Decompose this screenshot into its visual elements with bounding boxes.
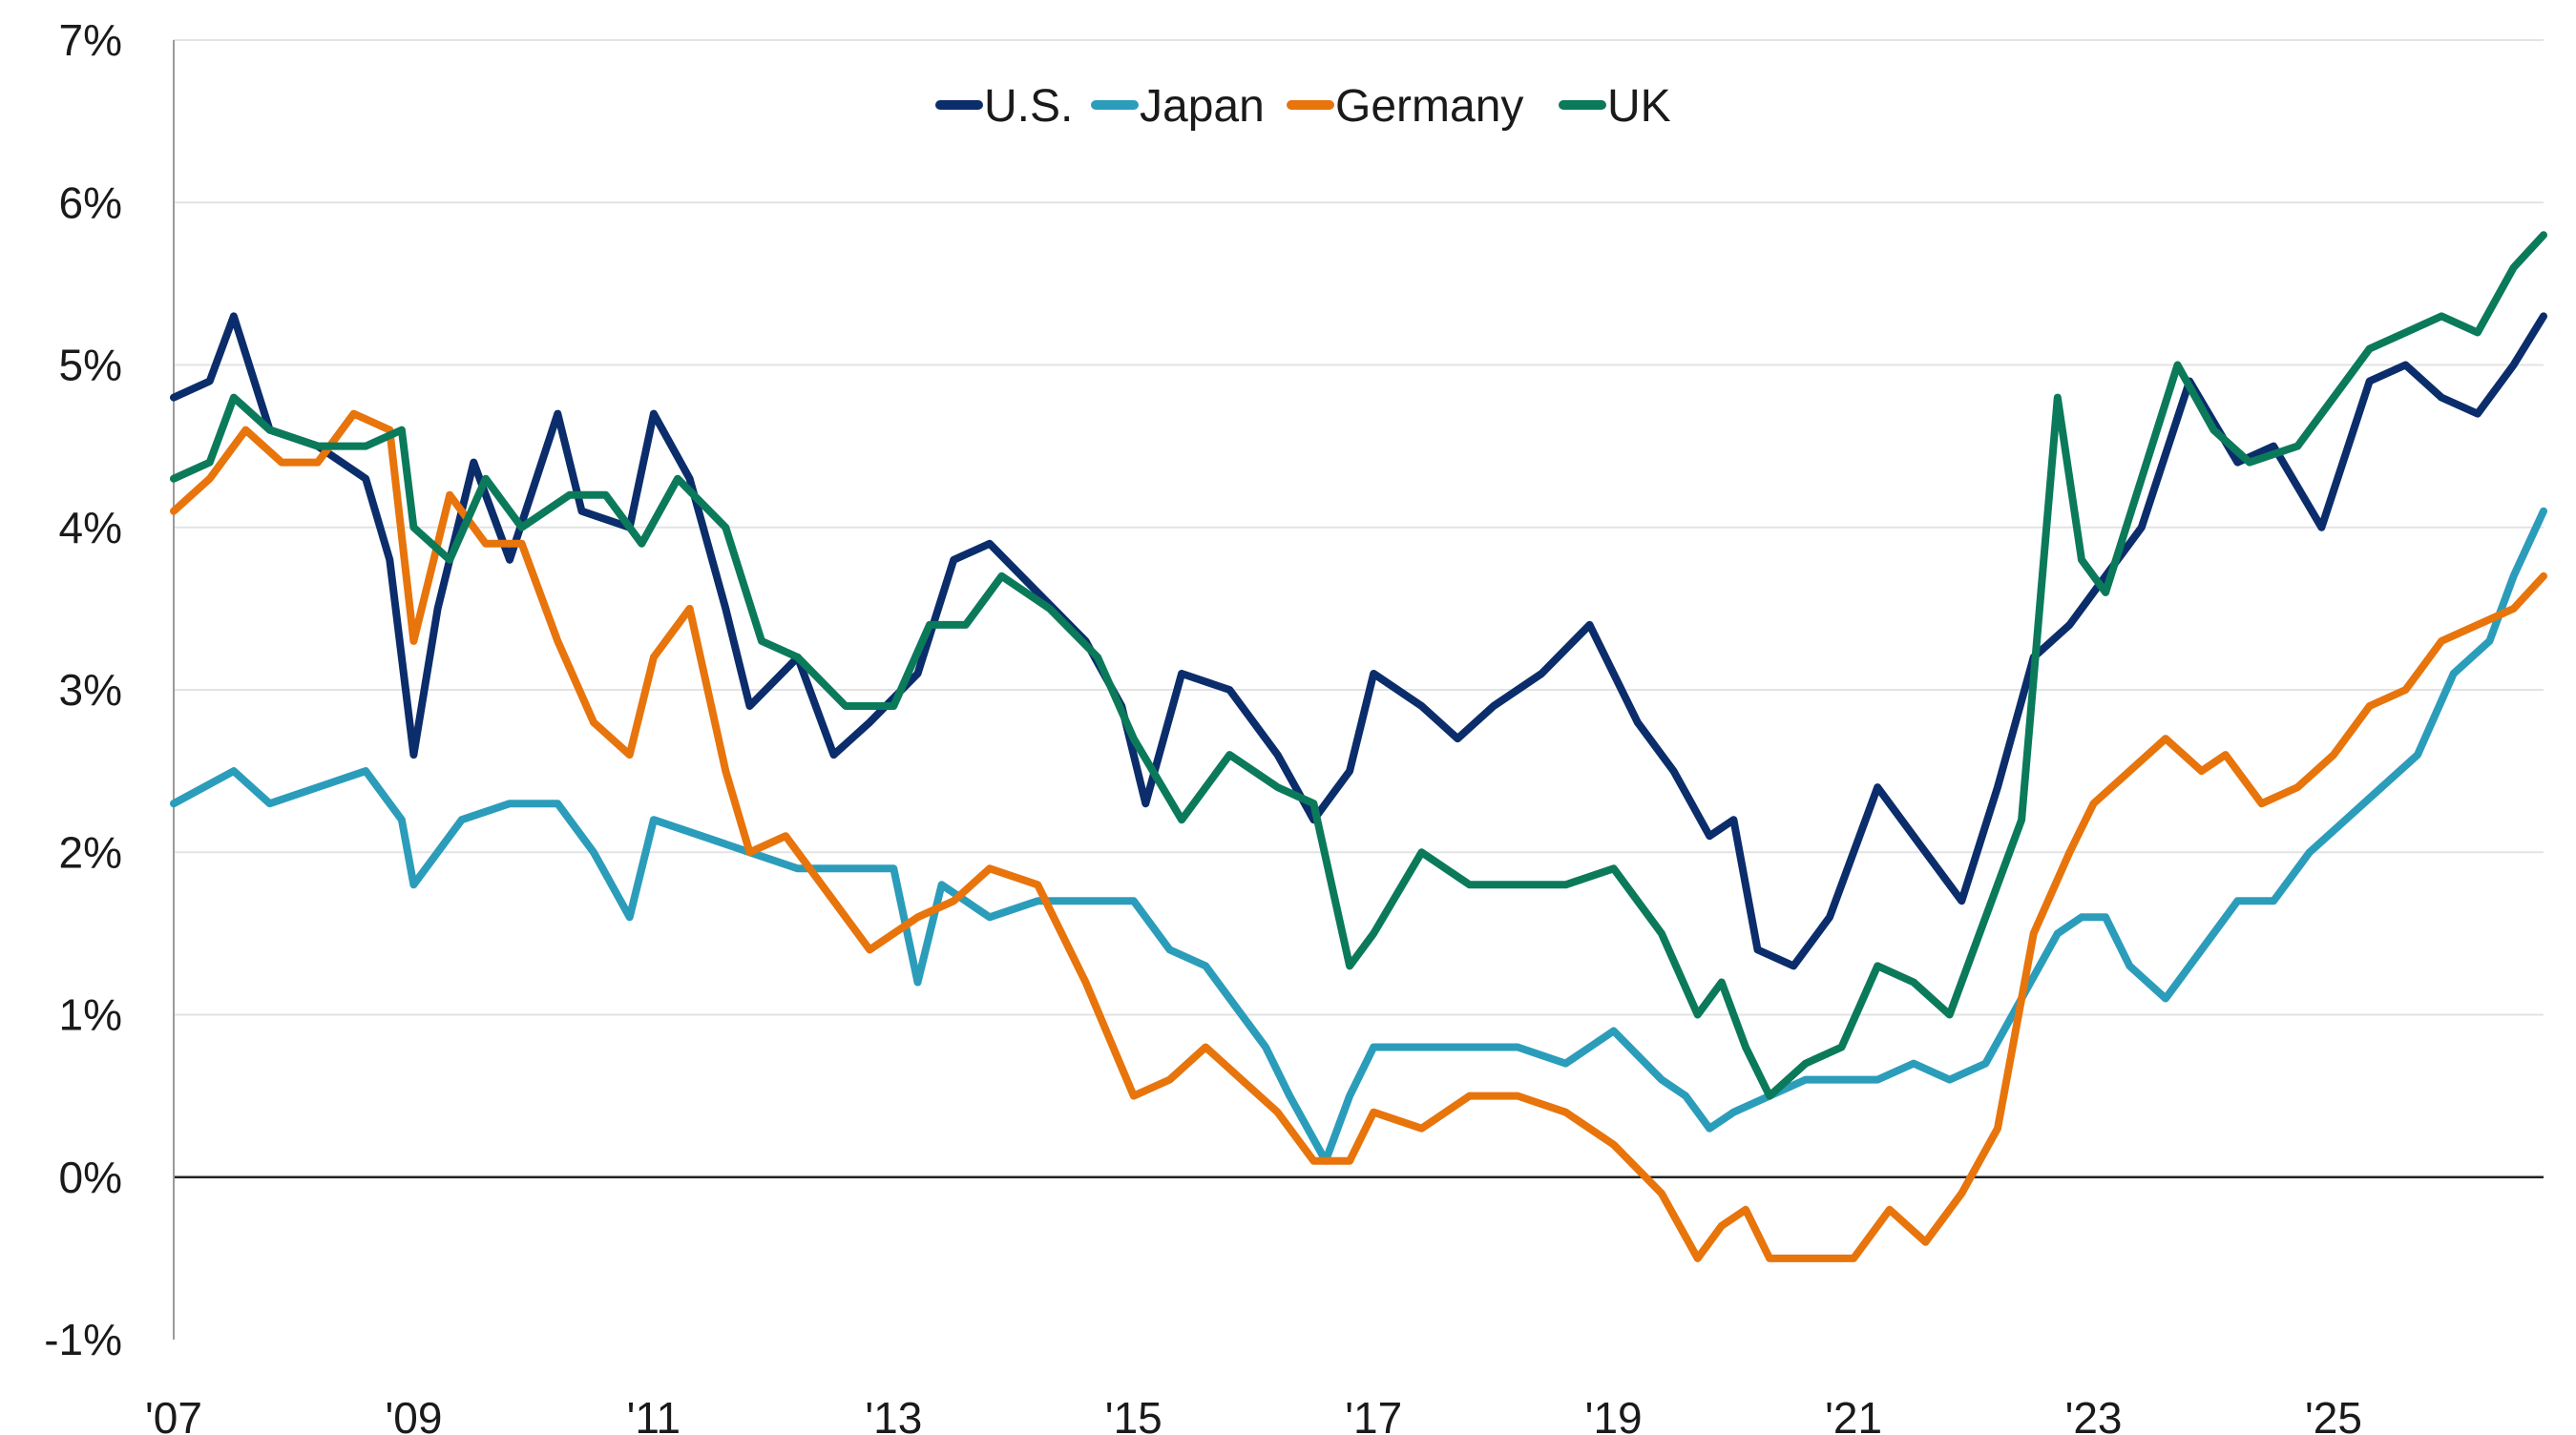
x-tick-label: '17 <box>1345 1393 1402 1435</box>
gridlines <box>173 39 2544 1340</box>
series-line-japan <box>170 507 2547 1165</box>
x-tick-label: '09 <box>385 1393 442 1435</box>
y-tick-label: 4% <box>59 503 122 552</box>
y-tick-label: 6% <box>59 177 122 227</box>
x-tick-label: '19 <box>1585 1393 1643 1435</box>
y-axis-tick-labels: 7% 6% 5% 4% 3% 2% 1% 0% -1% <box>44 15 122 1364</box>
x-tick-label: '15 <box>1105 1393 1162 1435</box>
series-line-germany <box>170 409 2547 1262</box>
x-tick-label: '21 <box>1825 1393 1882 1435</box>
y-tick-label: 2% <box>59 827 122 877</box>
legend-label: U.S. <box>984 81 1073 132</box>
series-lines <box>170 231 2547 1262</box>
x-tick-label: '11 <box>627 1393 681 1435</box>
y-tick-label: 5% <box>59 341 122 390</box>
y-tick-label: 0% <box>59 1153 122 1202</box>
series-line-uk <box>170 231 2547 1100</box>
legend-label: UK <box>1607 81 1671 132</box>
x-tick-label: '13 <box>865 1393 922 1435</box>
series-line-u-s <box>170 312 2547 970</box>
y-tick-label: 7% <box>59 15 122 65</box>
x-tick-label: '23 <box>2065 1393 2123 1435</box>
legend-label: Germany <box>1335 81 1523 132</box>
x-tick-label: '07 <box>145 1393 202 1435</box>
y-tick-label: -1% <box>44 1315 122 1364</box>
y-tick-label: 1% <box>59 990 122 1040</box>
legend: U.S. Japan Germany UK <box>935 81 1671 132</box>
y-tick-label: 3% <box>59 665 122 715</box>
legend-label: Japan <box>1140 81 1265 132</box>
x-tick-label: '25 <box>2305 1393 2362 1435</box>
x-axis-tick-labels: '07 '09 '11 '13 '15 '17 '19 '21 '23 '25 <box>145 1393 2362 1435</box>
